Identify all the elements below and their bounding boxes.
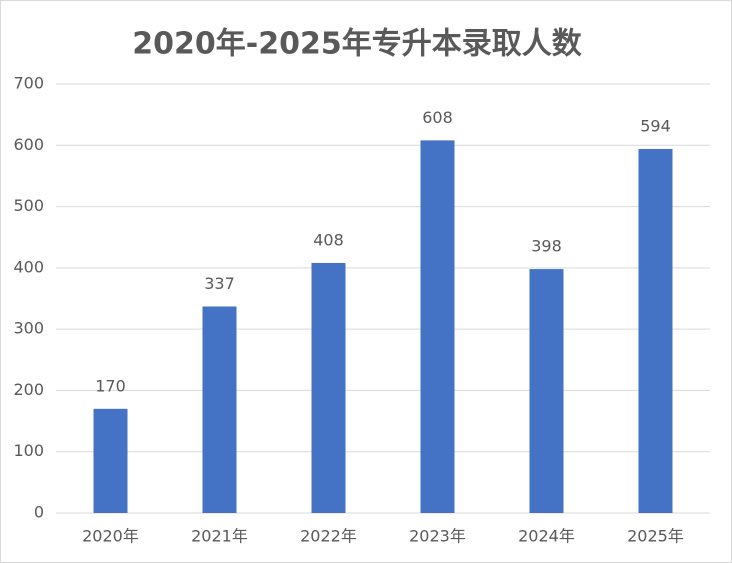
y-tick-label: 200 — [13, 380, 44, 399]
y-tick-label: 300 — [13, 319, 44, 338]
data-label: 608 — [422, 108, 453, 127]
data-label: 337 — [204, 274, 235, 293]
chart-title: 2020年-2025年专升本录取人数 — [132, 27, 582, 62]
bar — [93, 408, 128, 513]
data-label: 408 — [313, 230, 344, 249]
y-tick-label: 400 — [13, 257, 44, 276]
x-tick-label: 2020年 — [82, 527, 139, 546]
bar — [638, 148, 673, 513]
y-tick-label: 500 — [13, 196, 44, 215]
bar — [202, 306, 237, 513]
bar — [529, 269, 564, 513]
data-label: 594 — [640, 116, 671, 135]
bar — [311, 262, 346, 513]
data-label: 170 — [95, 376, 126, 395]
x-tick-label: 2021年 — [191, 527, 248, 546]
y-tick-label: 0 — [34, 503, 44, 522]
y-tick-label: 600 — [13, 135, 44, 154]
x-tick-label: 2025年 — [627, 527, 684, 546]
data-label: 398 — [531, 237, 562, 256]
y-tick-label: 100 — [13, 441, 44, 460]
y-tick-label: 700 — [13, 74, 44, 93]
x-tick-label: 2023年 — [409, 527, 466, 546]
x-tick-label: 2024年 — [518, 527, 575, 546]
bar — [420, 140, 455, 513]
x-tick-label: 2022年 — [300, 527, 357, 546]
